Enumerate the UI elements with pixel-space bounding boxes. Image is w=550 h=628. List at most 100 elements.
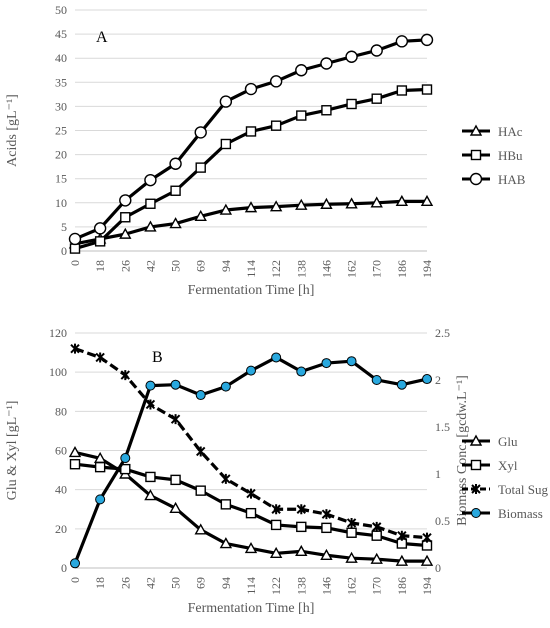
y-tick-label: 40 — [55, 51, 67, 65]
data-point — [145, 198, 156, 209]
data-point — [219, 95, 233, 108]
data-point — [95, 352, 105, 363]
y2-tick-label: 1.5 — [435, 420, 450, 434]
data-point — [371, 530, 382, 541]
y-tick-label: 45 — [55, 27, 67, 41]
x-tick-label: 42 — [143, 260, 157, 272]
data-point — [119, 194, 132, 207]
x-axis-title: Fermentation Time [h] — [188, 283, 315, 298]
x-tick-label: 50 — [169, 577, 183, 589]
y-tick-label: 0 — [61, 561, 67, 575]
series-hab — [68, 33, 434, 246]
y2-tick-label: 1 — [435, 467, 441, 481]
data-point — [220, 138, 232, 150]
data-point — [69, 459, 81, 470]
y-tick-label: 30 — [55, 99, 67, 113]
data-point — [169, 157, 182, 170]
series-glu — [68, 446, 434, 566]
data-point — [144, 489, 157, 501]
data-point — [320, 57, 333, 70]
legend-marker — [469, 434, 483, 446]
data-point — [269, 200, 283, 212]
legend-item: HBu — [462, 148, 523, 163]
data-point — [320, 197, 333, 209]
legend-item: HAc — [462, 124, 523, 139]
x-tick-label: 146 — [319, 577, 333, 595]
legend-item: Total Sug — [462, 482, 549, 497]
data-point — [244, 541, 258, 554]
series-line — [74, 87, 428, 251]
data-point — [321, 105, 332, 116]
panel-label: B — [152, 349, 163, 366]
x-tick-label: 170 — [370, 260, 384, 278]
chart-panel-a: 0 5 10 15 20 25 30 35 40 45 50 0 18 26 42 50 69 94 114 122 1… — [5, 3, 526, 298]
y-tick-label: 80 — [55, 404, 67, 418]
y2-axis-title: Biomass Conc. [gcdw.L⁻¹] — [455, 375, 470, 526]
data-point — [320, 548, 333, 560]
data-point — [395, 194, 409, 207]
data-point — [395, 35, 409, 48]
x-tick-label: 42 — [143, 577, 157, 589]
data-point — [70, 343, 80, 354]
x-tick-label: 162 — [345, 577, 359, 595]
data-point — [70, 558, 80, 569]
data-point — [169, 217, 182, 229]
legend: Glu Xyl Total Sug Biomass — [462, 434, 549, 521]
data-point — [296, 366, 307, 377]
data-point — [345, 50, 358, 63]
data-point — [296, 521, 307, 533]
x-tick-label: 122 — [269, 577, 283, 595]
x-tick-label: 50 — [169, 260, 183, 272]
data-point — [396, 379, 407, 390]
x-tick-label: 18 — [93, 260, 107, 272]
data-point — [370, 44, 383, 57]
legend-item: Biomass — [462, 506, 543, 521]
x-tick-label: 138 — [294, 260, 308, 278]
y2-tick-label: 0.5 — [435, 514, 450, 528]
data-point — [120, 370, 130, 381]
data-point — [296, 504, 306, 515]
data-point — [219, 203, 233, 215]
legend-label: HBu — [498, 148, 523, 163]
data-point — [245, 126, 257, 137]
data-point — [194, 209, 207, 221]
data-point — [321, 509, 332, 520]
data-point — [420, 554, 434, 566]
data-point — [145, 380, 156, 391]
legend-label: HAB — [498, 172, 526, 187]
y-tick-label: 0 — [61, 244, 67, 258]
x-tick-label: 69 — [194, 260, 208, 272]
data-point — [372, 521, 382, 532]
legend-marker — [470, 149, 482, 161]
x-tick-label: 122 — [269, 260, 283, 278]
y-tick-label: 100 — [49, 365, 67, 379]
data-point — [371, 93, 382, 104]
data-point — [145, 399, 156, 410]
data-point — [395, 554, 409, 566]
data-point — [68, 232, 82, 246]
data-point — [220, 381, 231, 392]
legend-label: Total Sug — [498, 482, 549, 497]
data-point — [396, 85, 408, 96]
data-point — [270, 519, 282, 531]
y2-tick-label: 2.5 — [435, 326, 450, 340]
y-tick-label: 20 — [55, 522, 67, 536]
data-point — [244, 201, 258, 213]
x-tick-label: 0 — [68, 577, 82, 583]
data-point — [170, 379, 181, 390]
x-tick-label: 162 — [345, 260, 359, 278]
x-tick-label: 186 — [395, 577, 409, 595]
data-point — [422, 532, 432, 543]
data-point — [169, 501, 182, 513]
y-axis-title: Acids [gL⁻¹] — [5, 94, 20, 167]
data-point — [370, 196, 383, 208]
x-axis-title: Fermentation Time [h] — [188, 601, 315, 616]
y-tick-label: 5 — [61, 220, 67, 234]
legend-label: Xyl — [498, 458, 518, 473]
data-point — [94, 236, 106, 247]
y-tick-label: 60 — [55, 444, 67, 458]
data-point — [69, 243, 81, 254]
data-point — [295, 544, 308, 557]
data-point — [271, 352, 282, 363]
data-point — [421, 84, 433, 95]
